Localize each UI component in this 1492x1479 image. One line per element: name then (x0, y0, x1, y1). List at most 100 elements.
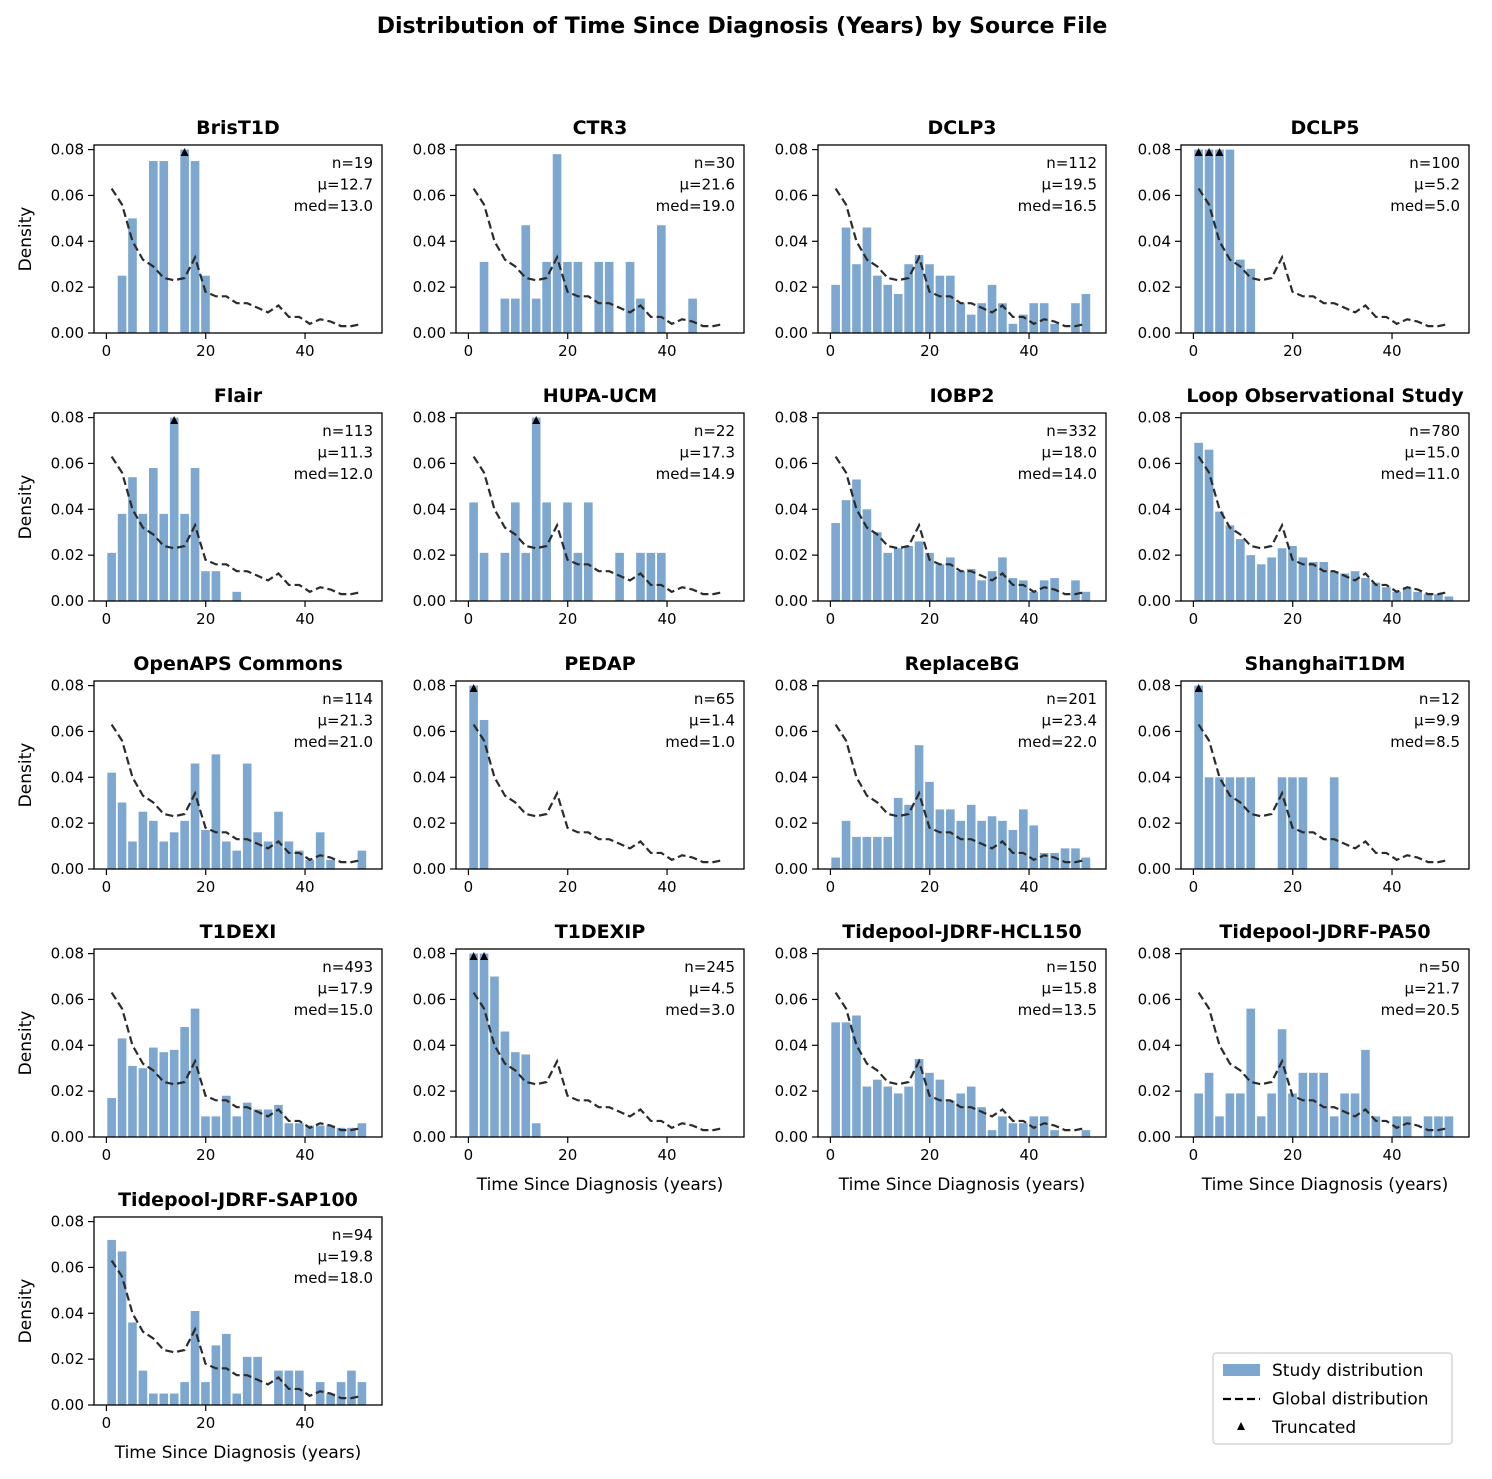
histogram-bar (180, 820, 189, 869)
y-tick-label: 0.00 (775, 324, 808, 342)
y-tick-label: 0.08 (51, 409, 84, 427)
histogram-bar (1434, 1116, 1443, 1137)
histogram-bar (904, 1086, 913, 1137)
histogram-bar (1215, 149, 1224, 333)
panel-stat: μ=17.9 (317, 980, 373, 998)
axes-frame (93, 680, 383, 870)
x-tick-label: 40 (1382, 878, 1401, 896)
histogram-bar (180, 1382, 189, 1405)
x-tick-label: 0 (1189, 1146, 1199, 1164)
histogram-bar (107, 1239, 116, 1405)
histogram-bar (893, 797, 903, 869)
histogram-bar (935, 564, 945, 601)
panel-stat: n=780 (1409, 422, 1460, 440)
histogram-bar (956, 1093, 966, 1137)
x-tick-label: 40 (295, 610, 314, 628)
histogram-bar (284, 1123, 294, 1137)
y-tick-label: 0.00 (51, 1128, 84, 1146)
axes-frame (93, 144, 383, 334)
legend-entry-label: Global distribution (1272, 1390, 1429, 1410)
y-tick-label: 0.06 (775, 990, 808, 1008)
y-tick-label: 0.04 (413, 232, 446, 250)
panel-stat: med=3.0 (665, 1001, 735, 1019)
histogram-bar (263, 1109, 273, 1137)
truncated-marker (532, 416, 541, 424)
y-tick-label: 0.02 (775, 278, 808, 296)
x-tick-label: 0 (826, 1146, 836, 1164)
histogram-bar (987, 284, 997, 333)
histogram-bar (904, 264, 913, 333)
histogram-bar (232, 1393, 242, 1405)
histogram-bar (1039, 303, 1049, 333)
x-tick-label: 40 (1019, 878, 1038, 896)
y-tick-label: 0.06 (413, 990, 446, 1008)
y-tick-label: 0.08 (1138, 945, 1171, 963)
panel-flair: Flair 0.00 0.02 0.04 0.06 0.08 0 20 40 n=113 μ=11.… (16, 385, 383, 628)
histogram-bar (1008, 830, 1018, 869)
histogram-bar (263, 841, 273, 869)
x-tick-label: 20 (558, 342, 577, 360)
x-tick-label: 20 (196, 1146, 215, 1164)
histogram-bar (1081, 1130, 1091, 1137)
histogram-bar (1029, 825, 1039, 869)
global-distribution-line (834, 455, 1087, 596)
histogram-bar (914, 541, 924, 601)
y-axis-label: Density (16, 743, 36, 808)
histogram-bar (211, 754, 221, 869)
global-distribution-line (1197, 723, 1450, 864)
histogram-bar (873, 1079, 882, 1137)
histogram-bar (117, 1038, 127, 1137)
histogram-bar (914, 1059, 924, 1137)
histogram-bar (1350, 571, 1360, 601)
axes-frame (455, 144, 745, 334)
x-axis-label: Time Since Diagnosis (years) (838, 1175, 1086, 1195)
panel-stat: n=30 (694, 154, 735, 172)
histogram-bar (201, 830, 210, 869)
histogram-bar (469, 502, 478, 601)
histogram-bar (862, 509, 872, 601)
histogram-bar (490, 976, 499, 1137)
x-tick-label: 0 (102, 1414, 112, 1432)
histogram-bar (211, 571, 221, 601)
y-tick-label: 0.04 (413, 768, 446, 786)
axes-frame (817, 412, 1107, 602)
y-tick-label: 0.06 (413, 722, 446, 740)
histogram-bar (253, 1109, 262, 1137)
histogram-bar (966, 314, 976, 333)
y-tick-label: 0.04 (775, 500, 808, 518)
histogram-bar (1215, 777, 1224, 869)
histogram-bar (1371, 582, 1381, 601)
histogram-bar (883, 1086, 893, 1137)
histogram-bar (852, 264, 861, 333)
panel-stat: med=13.5 (1018, 1001, 1097, 1019)
histogram-bar (128, 218, 137, 333)
panel-stat: μ=21.6 (679, 176, 735, 194)
x-tick-label: 0 (826, 610, 836, 628)
panel-stat: med=21.0 (294, 733, 373, 751)
histogram-bar (831, 284, 840, 333)
axes-frame (1180, 680, 1470, 870)
histogram-bar (511, 1052, 520, 1137)
histogram-bar (1371, 1116, 1381, 1137)
histogram-bar (542, 502, 551, 601)
panel-stat: med=15.0 (294, 1001, 373, 1019)
histogram-bar (521, 1054, 531, 1137)
histogram-bar (117, 275, 127, 333)
histogram-bar (107, 1098, 116, 1137)
histogram-bar (211, 1345, 221, 1405)
y-tick-label: 0.02 (775, 814, 808, 832)
histogram-bar (966, 568, 976, 601)
axes-frame (1180, 144, 1470, 334)
histogram-bar (169, 832, 179, 869)
y-tick-label: 0.08 (775, 141, 808, 159)
histogram-bar (511, 298, 520, 333)
panel-stat: med=22.0 (1018, 733, 1097, 751)
histogram-bar (1204, 777, 1214, 869)
y-tick-label: 0.00 (413, 860, 446, 878)
histogram-bar (1236, 539, 1245, 601)
histogram-bar (500, 1031, 510, 1137)
histogram-bar (1194, 149, 1203, 333)
panel-stat: med=19.0 (656, 197, 735, 215)
x-tick-label: 40 (1382, 610, 1401, 628)
histogram-bar (315, 1125, 325, 1137)
